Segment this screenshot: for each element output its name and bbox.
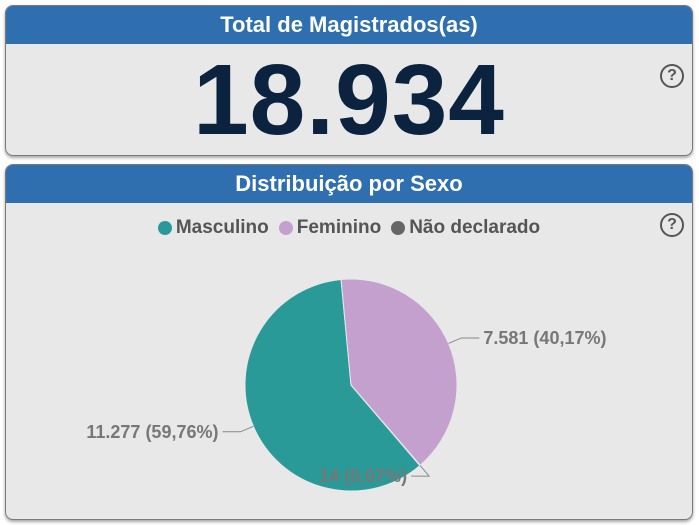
legend-label: Masculino	[175, 217, 269, 238]
legend-item-nao-declarado[interactable]: Não declarado	[391, 217, 540, 239]
legend-dot-icon	[157, 221, 172, 235]
total-magistrates-value: 18.934	[193, 44, 505, 156]
data-label-masculino: 11.277 (59,76%)	[86, 422, 218, 442]
legend-item-feminino[interactable]: Feminino	[278, 217, 382, 239]
distribution-card-title: Distribuição por Sexo	[6, 165, 692, 203]
slice-masculino[interactable]	[244, 278, 421, 492]
chart-legend: Masculino Feminino Não declarado	[6, 217, 692, 239]
legend-dot-icon	[391, 221, 406, 235]
help-icon[interactable]: ?	[660, 64, 684, 88]
legend-dot-icon	[278, 221, 293, 235]
leader-line	[448, 337, 480, 344]
legend-label: Feminino	[296, 217, 382, 238]
help-icon[interactable]: ?	[660, 213, 684, 237]
leader-line	[222, 425, 254, 433]
total-card-title: Total de Magistrados(as)	[6, 6, 692, 44]
data-label-nao-declarado: 14 (0,07%)	[319, 466, 407, 486]
slice-nao-declarado[interactable]	[350, 384, 421, 467]
legend-item-masculino[interactable]: Masculino	[157, 217, 269, 239]
total-magistrates-card: Total de Magistrados(as) 18.934 ?	[5, 5, 693, 156]
leader-line	[411, 465, 431, 477]
sex-distribution-card: Distribuição por Sexo ? Masculino Femini…	[5, 164, 693, 520]
slice-feminino[interactable]	[340, 278, 458, 466]
pie-chart: 11.277 (59,76%) 7.581 (40,17%) 14 (0,07%)	[86, 278, 606, 492]
data-label-feminino: 7.581 (40,17%)	[483, 328, 606, 348]
legend-label: Não declarado	[409, 217, 541, 238]
